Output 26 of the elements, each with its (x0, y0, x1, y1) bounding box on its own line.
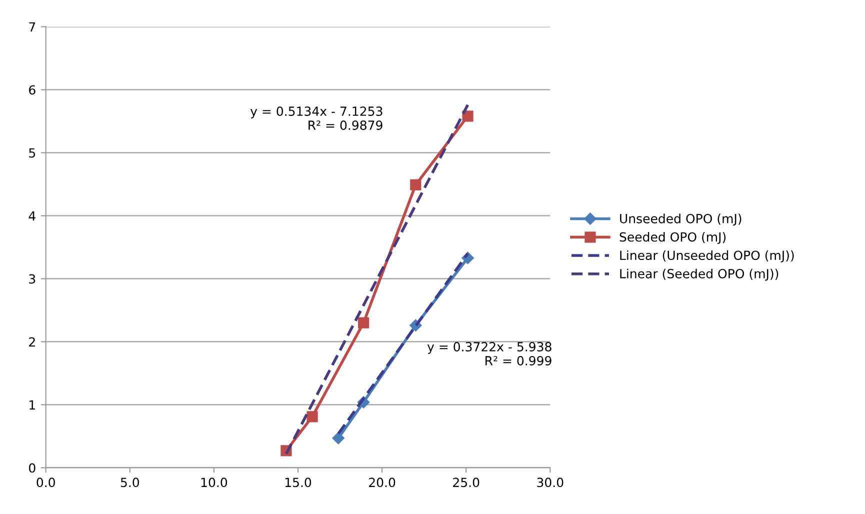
x-tick-label: 30.0 (537, 478, 564, 488)
point (462, 110, 474, 122)
x-tick-label: 20.0 (369, 478, 396, 488)
x-tick-label: 25.0 (453, 478, 480, 488)
y-tick-label: 4 (28, 211, 36, 220)
y-tick-label: 0 (28, 463, 36, 473)
annotation: y = 0.3722x - 5.938 R² = 0.999 (427, 342, 552, 366)
x-tick-label: 5.0 (120, 478, 140, 488)
point (410, 179, 422, 190)
legend-label: Linear (Seeded OPO (mJ)) (620, 268, 778, 281)
y-tick-label: 3 (29, 274, 36, 284)
point (358, 317, 370, 328)
point (332, 432, 344, 444)
y-tick-label: 6 (29, 85, 36, 95)
y-tick-label: 7 (29, 22, 36, 32)
x-tick-label: 0.0 (36, 478, 55, 488)
x-tick-label: 15.0 (285, 478, 312, 488)
y-tick-label: 5 (29, 148, 36, 158)
x-tick-label: 10.0 (201, 478, 228, 488)
legend-label: Linear (Unseeded OPO (mJ)) (620, 250, 794, 262)
y-tick-label: 1 (30, 400, 35, 410)
y-tick-label: 2 (29, 337, 35, 346)
annotation: y = 0.5134x - 7.1253 R² = 0.9879 (250, 106, 382, 130)
legend-label: Unseeded OPO (mJ) (620, 214, 742, 226)
point (306, 411, 318, 422)
legend-label: Seeded OPO (mJ) (620, 232, 726, 244)
